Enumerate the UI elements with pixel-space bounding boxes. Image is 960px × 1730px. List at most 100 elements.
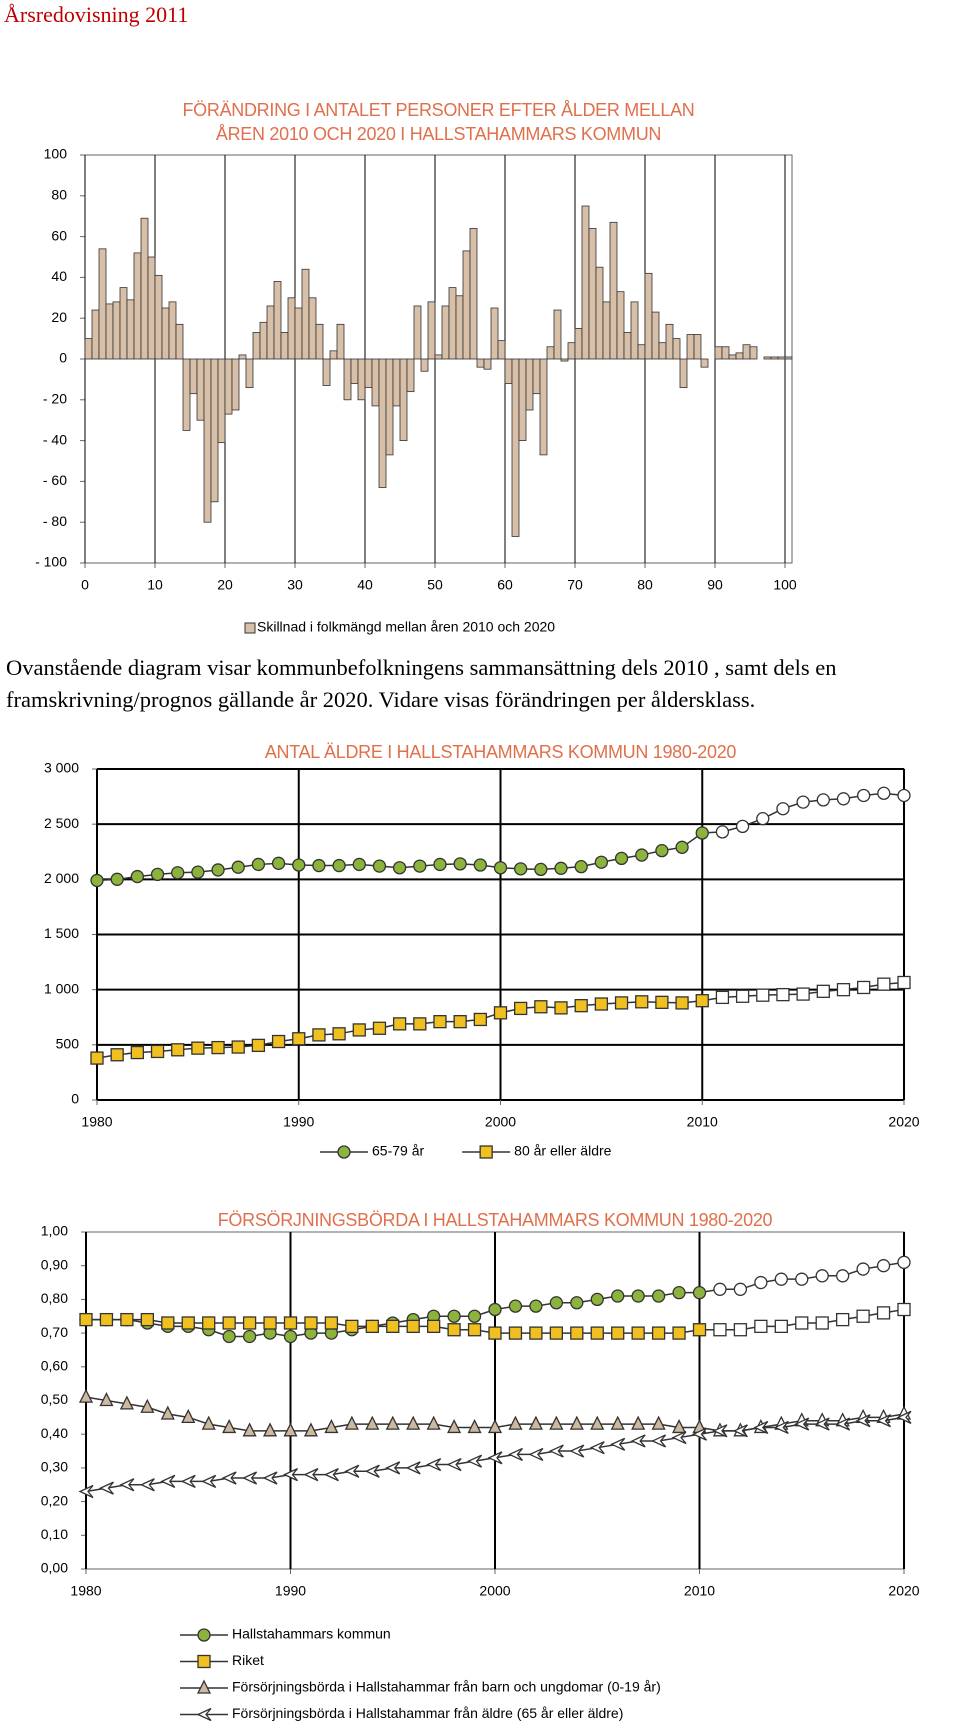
- x-tick-label: 2010: [684, 1583, 715, 1599]
- y-tick-label: 0: [71, 1091, 79, 1107]
- paragraph: Ovanstående diagram visar kommunbefolkni…: [6, 655, 837, 712]
- bar: [616, 291, 625, 360]
- bar: [679, 358, 688, 388]
- marker: [292, 858, 306, 872]
- bar: [546, 346, 555, 360]
- marker: [611, 1326, 625, 1340]
- marker: [292, 1032, 306, 1046]
- marker: [344, 1415, 359, 1430]
- x-tick-label: 10: [147, 577, 163, 593]
- bar: [567, 342, 576, 360]
- bar: [504, 358, 513, 384]
- x-tick-label: 100: [773, 577, 797, 593]
- marker: [372, 859, 387, 873]
- marker: [691, 1427, 707, 1441]
- bar: [378, 358, 387, 488]
- marker: [201, 1474, 217, 1488]
- x-tick-label: 90: [707, 577, 723, 593]
- marker: [569, 1415, 584, 1430]
- bar: [84, 338, 93, 360]
- marker: [776, 987, 790, 1002]
- bar: [371, 358, 380, 407]
- marker: [877, 977, 891, 991]
- marker: [119, 1478, 135, 1492]
- x-tick-label: 1990: [283, 1114, 314, 1130]
- bar: [105, 303, 114, 360]
- bar: [308, 297, 317, 360]
- bar: [210, 358, 219, 503]
- marker: [610, 1415, 625, 1430]
- marker: [487, 1451, 503, 1465]
- marker: [426, 1457, 442, 1472]
- marker: [876, 1306, 891, 1320]
- marker: [98, 1481, 114, 1495]
- bar: [497, 340, 506, 360]
- bar: [413, 305, 422, 360]
- marker: [283, 1329, 298, 1344]
- x-tick-label: 30: [287, 577, 303, 593]
- bar: [189, 358, 198, 395]
- bar: [217, 358, 226, 444]
- marker: [534, 1000, 548, 1014]
- marker: [488, 1326, 502, 1340]
- x-tick-label: 2010: [687, 1114, 718, 1130]
- bar: [238, 354, 247, 360]
- y-tick-label: 0,40: [41, 1425, 68, 1441]
- bar: [525, 358, 534, 411]
- marker: [467, 1309, 482, 1323]
- chart-title: FÖRSÖRJNINGSBÖRDA I HALLSTAHAMMARS KOMMU…: [217, 1210, 773, 1230]
- marker: [446, 1457, 462, 1472]
- bar: [385, 358, 394, 456]
- marker: [488, 1302, 502, 1317]
- bar: [399, 358, 408, 441]
- marker: [508, 1415, 523, 1430]
- bar: [651, 311, 660, 360]
- marker: [406, 1415, 421, 1430]
- legend-marker: [196, 1707, 212, 1722]
- bar: [686, 334, 695, 360]
- marker: [447, 1323, 461, 1337]
- y-tick-label: 2 000: [44, 870, 79, 886]
- marker: [386, 1319, 400, 1334]
- marker: [589, 1441, 605, 1455]
- bar: [154, 274, 163, 360]
- bar: [602, 301, 611, 360]
- marker: [671, 1430, 687, 1445]
- x-tick-label: 40: [357, 577, 373, 593]
- bar: [119, 287, 128, 360]
- marker: [283, 1316, 298, 1330]
- y-tick-label: 0,00: [41, 1560, 68, 1576]
- y-tick-label: 60: [51, 227, 67, 243]
- marker: [754, 1319, 768, 1334]
- y-tick-label: 80: [51, 187, 67, 203]
- marker: [242, 1471, 258, 1485]
- bar: [448, 287, 457, 360]
- marker: [816, 793, 830, 807]
- marker: [815, 1316, 829, 1330]
- marker: [312, 858, 326, 873]
- y-tick-label: - 60: [43, 472, 67, 488]
- marker: [651, 1326, 666, 1340]
- marker: [877, 786, 891, 800]
- marker: [692, 1286, 707, 1300]
- marker: [574, 859, 588, 874]
- marker: [90, 1051, 104, 1065]
- marker: [251, 1038, 266, 1053]
- bar: [581, 205, 590, 360]
- marker: [614, 851, 629, 866]
- marker: [211, 863, 225, 877]
- marker: [692, 1323, 707, 1337]
- marker: [695, 826, 709, 840]
- bar: [126, 299, 135, 360]
- bar: [735, 352, 744, 360]
- bar: [518, 358, 527, 441]
- marker: [473, 1012, 487, 1027]
- marker: [222, 1329, 236, 1344]
- marker: [324, 1316, 339, 1330]
- marker: [754, 1275, 768, 1290]
- legend-label: Riket: [232, 1652, 264, 1668]
- marker: [795, 1272, 809, 1286]
- marker: [78, 1484, 94, 1499]
- bar: [301, 268, 310, 360]
